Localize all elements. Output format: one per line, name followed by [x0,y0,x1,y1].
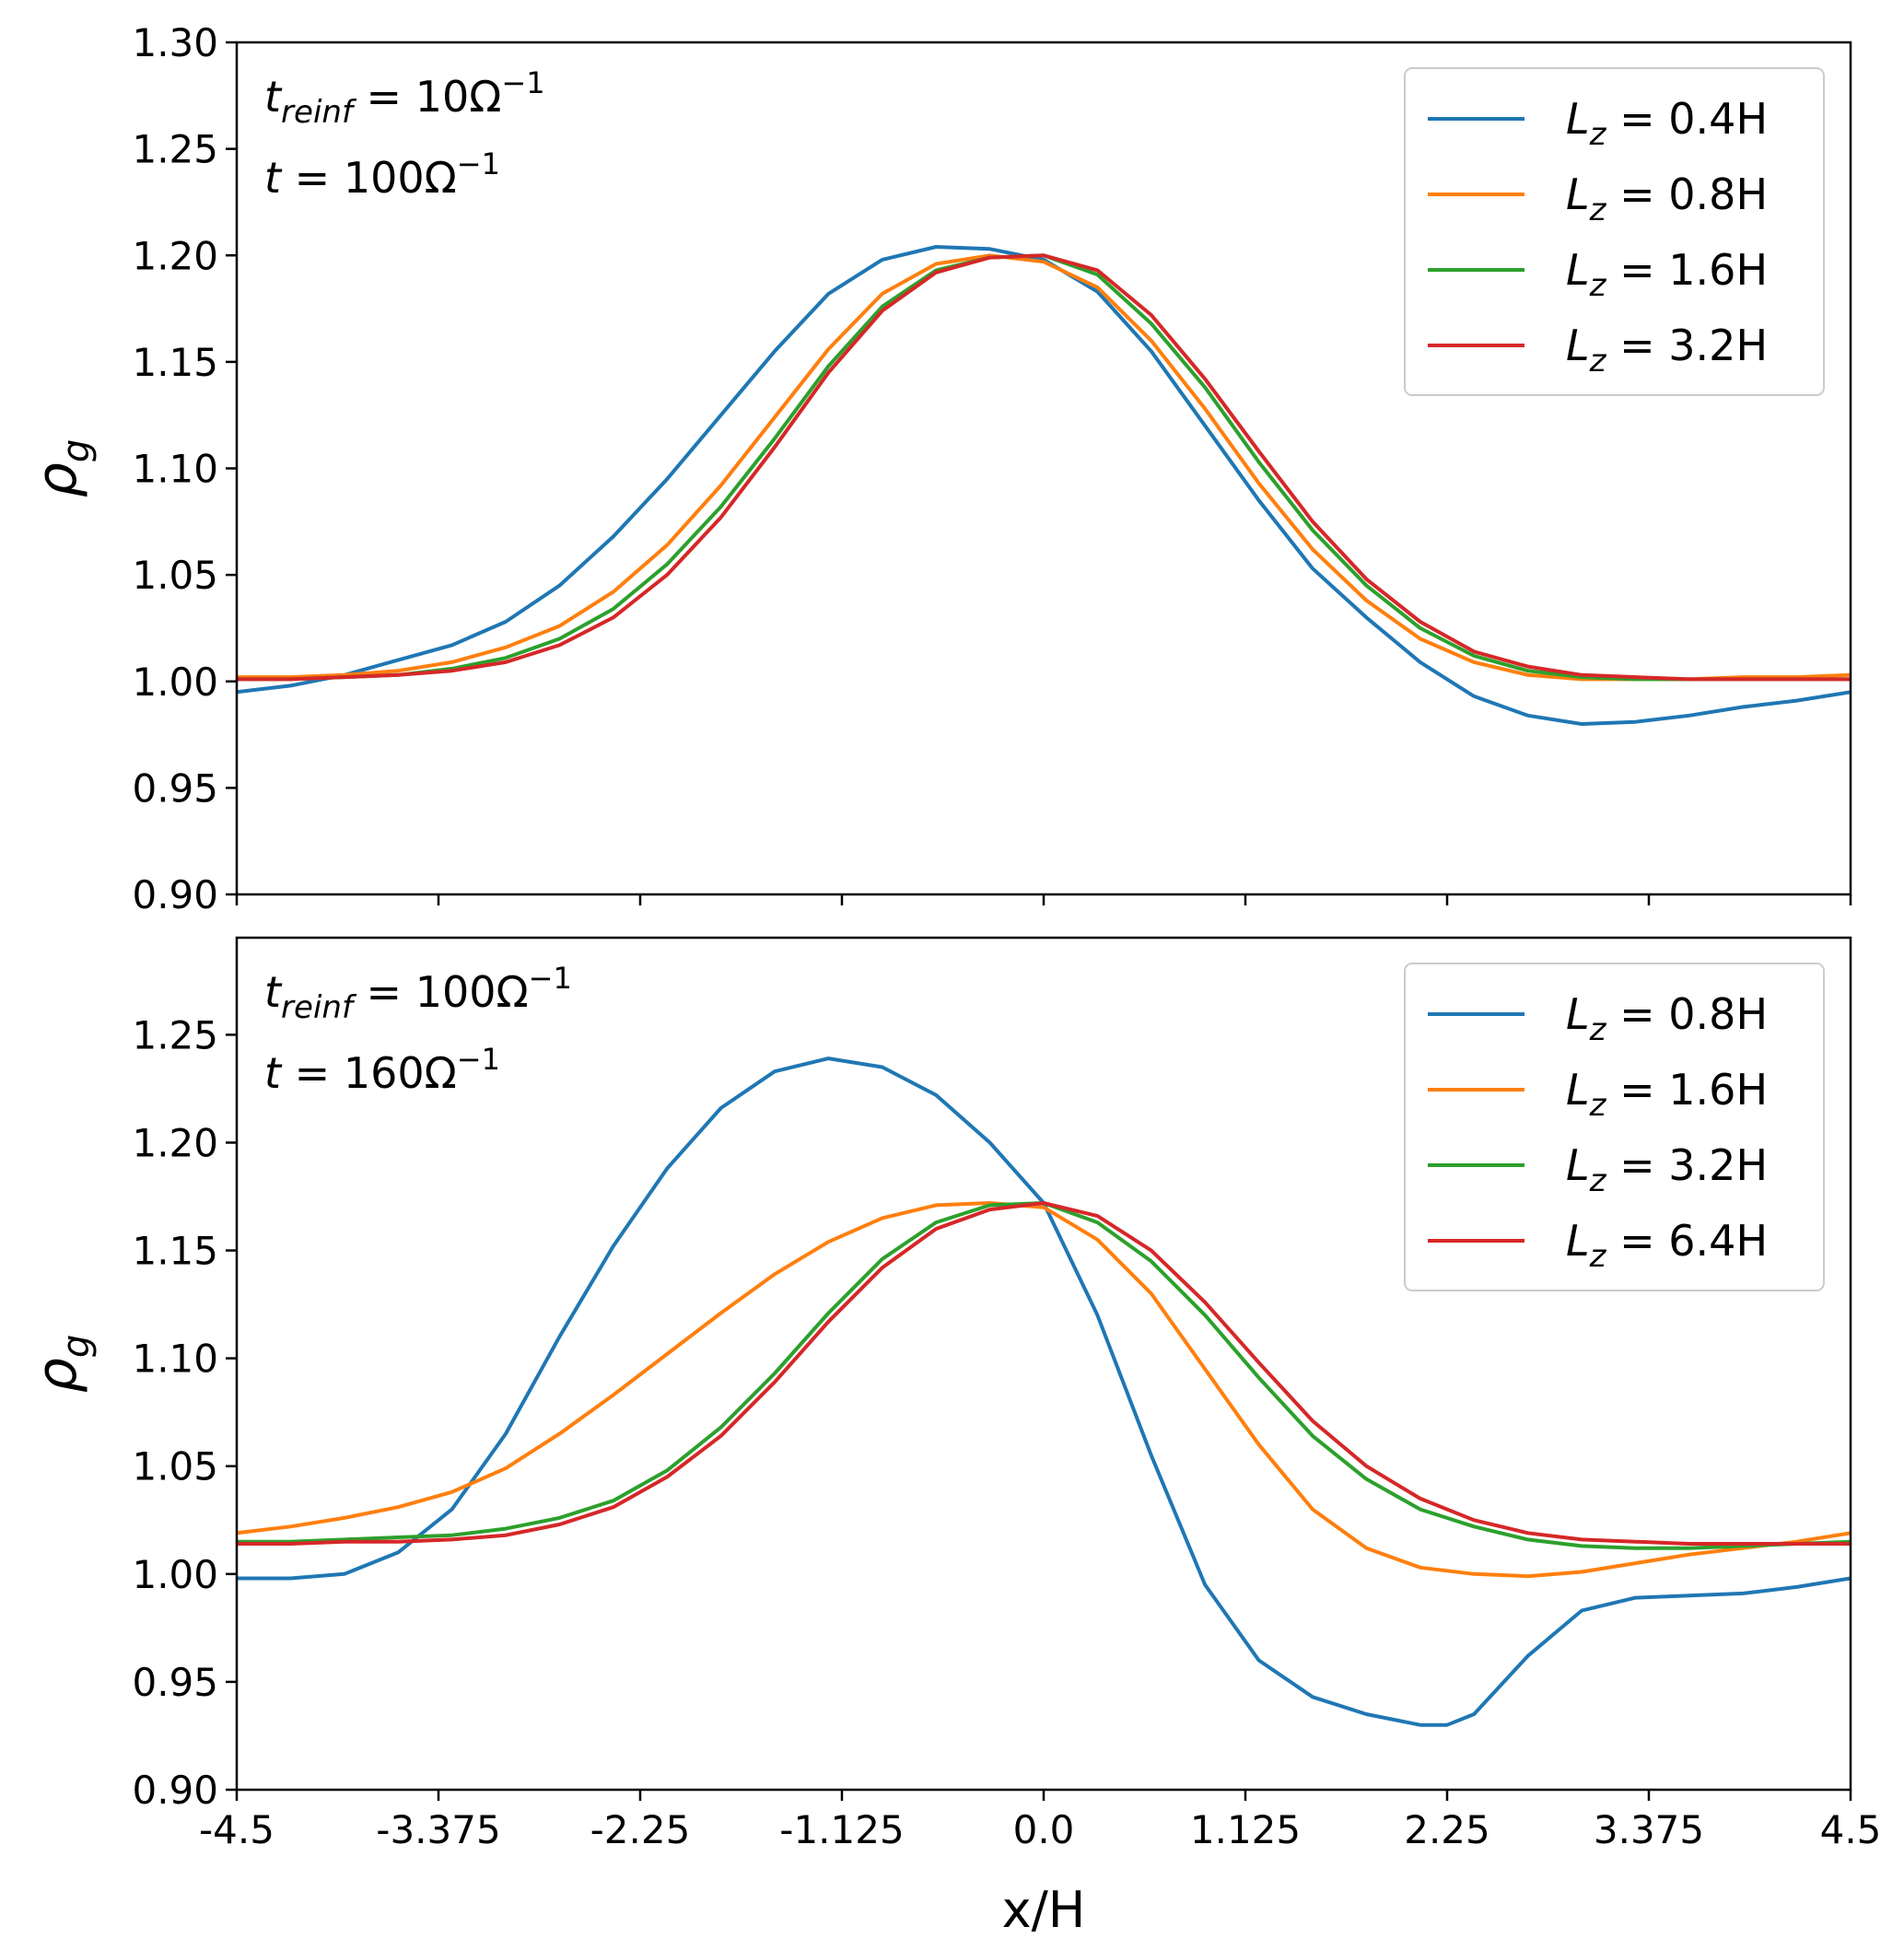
label-subscript: z [1589,1162,1607,1199]
label-subscript: z [1589,1238,1607,1275]
label-rhs: = 0.8H [1606,169,1769,219]
x-tick-label: -2.25 [590,1807,691,1852]
y-axis-label-subscript: g [55,439,98,462]
y-tick-label: 1.25 [132,127,218,172]
label-subscript: z [1589,192,1607,228]
legend-box [1404,67,1825,396]
label-superscript: −1 [457,1042,500,1077]
x-tick-label: -4.5 [199,1807,275,1852]
label-rhs: = 1.6H [1606,245,1769,295]
legend-entry-3: Lz = 1.6H [1566,245,1768,304]
label-subscript: z [1589,1011,1607,1048]
y-tick-label: 1.00 [132,660,218,705]
label-subscript: z [1589,1087,1607,1124]
legend-entry-2: Lz = 1.6H [1566,1065,1768,1124]
x-tick-label: 2.25 [1404,1807,1490,1852]
y-tick-label: 1.30 [132,20,218,65]
label-rhs: = 10Ω [353,72,501,122]
label-rhs: = 0.4H [1606,94,1769,144]
annotation-2: t = 100Ω−1 [264,146,500,203]
x-tick-label: -1.125 [779,1807,904,1852]
annotation-1: treinf = 100Ω−1 [264,961,572,1026]
label-superscript: −1 [529,961,572,996]
label-rhs: = 100Ω [353,967,529,1017]
label-var: L [1566,321,1590,370]
legend-entry-1: Lz = 0.8H [1566,989,1768,1048]
label-var: t [264,1048,283,1098]
label-superscript: −1 [457,146,500,181]
y-axis-label: ρg [25,439,98,497]
legend-entry-4: Lz = 6.4H [1566,1216,1768,1275]
label-subscript: z [1589,116,1607,153]
label-rhs: = 3.2H [1606,321,1769,370]
label-var: L [1566,989,1590,1039]
y-tick-label: 1.05 [132,553,218,598]
label-rhs: = 0.8H [1606,989,1769,1039]
y-tick-label: 1.20 [132,1120,218,1165]
legend-entry-1: Lz = 0.4H [1566,94,1768,153]
y-tick-label: 1.20 [132,233,218,278]
x-tick-label: 0.0 [1013,1807,1075,1852]
label-var: t [264,967,283,1017]
label-rhs: = 1.6H [1606,1065,1769,1115]
top-panel: 0.90 0.95 1.00 1.05 1.10 1.15 1.20 1.25 1.30 ρg tr… [25,20,1852,917]
label-subscript: reinf [281,989,357,1026]
label-var: L [1566,245,1590,295]
label-var: L [1566,1065,1590,1115]
label-rhs: = 100Ω [281,153,457,203]
label-rhs: = 160Ω [281,1048,457,1098]
y-tick-label: 1.10 [132,447,218,492]
label-subscript: z [1589,343,1607,379]
annotation-2: t = 160Ω−1 [264,1042,500,1098]
label-rhs: = 6.4H [1606,1216,1769,1266]
y-axis-label-symbol: ρ [25,1358,89,1393]
y-tick-label: 1.05 [132,1444,218,1489]
series-group [237,245,1851,726]
label-subscript: z [1589,267,1607,304]
y-tick-label: 0.95 [132,1660,218,1705]
y-tick-label: 1.15 [132,340,218,385]
label-var: L [1566,169,1590,219]
y-tick-label: 0.90 [132,1768,218,1813]
label-var: t [264,153,283,203]
x-tick-label: 1.125 [1190,1807,1301,1852]
x-axis-label: x/H [1002,1881,1086,1939]
y-axis-label: ρg [25,1335,98,1393]
y-tick-label: 0.90 [132,872,218,917]
label-superscript: −1 [501,65,544,100]
y-tick-label: 1.15 [132,1229,218,1274]
annotation-1: treinf = 10Ω−1 [264,65,545,131]
x-tick-label: -3.375 [376,1807,500,1852]
label-var: L [1566,1216,1590,1266]
legend-box [1404,963,1825,1291]
y-tick-label: 1.00 [132,1552,218,1597]
legend-entry-4: Lz = 3.2H [1566,321,1768,379]
y-axis-label-symbol: ρ [25,462,89,497]
series-line-2 [237,1201,1851,1579]
legend-entry-3: Lz = 3.2H [1566,1140,1768,1199]
x-tick-label: 3.375 [1594,1807,1704,1852]
legend-entry-2: Lz = 0.8H [1566,169,1768,228]
series-group [237,1057,1851,1727]
bottom-panel: 0.90 0.95 1.00 1.05 1.10 1.15 1.20 1.25 -4.5 -3.3… [25,936,1882,1852]
series-line-2 [237,253,1851,682]
series-line-1 [237,1057,1851,1727]
series-line-4 [237,1201,1851,1546]
y-axis-label-subscript: g [55,1335,98,1358]
label-var: t [264,72,283,122]
series-line-4 [237,253,1851,682]
y-tick-label: 0.95 [132,765,218,811]
label-subscript: reinf [281,94,357,131]
label-var: L [1566,94,1590,144]
label-rhs: = 3.2H [1606,1140,1769,1190]
label-var: L [1566,1140,1590,1190]
y-tick-label: 1.25 [132,1012,218,1057]
y-tick-label: 1.10 [132,1337,218,1382]
series-line-1 [237,245,1851,726]
x-tick-label: 4.5 [1820,1807,1882,1852]
